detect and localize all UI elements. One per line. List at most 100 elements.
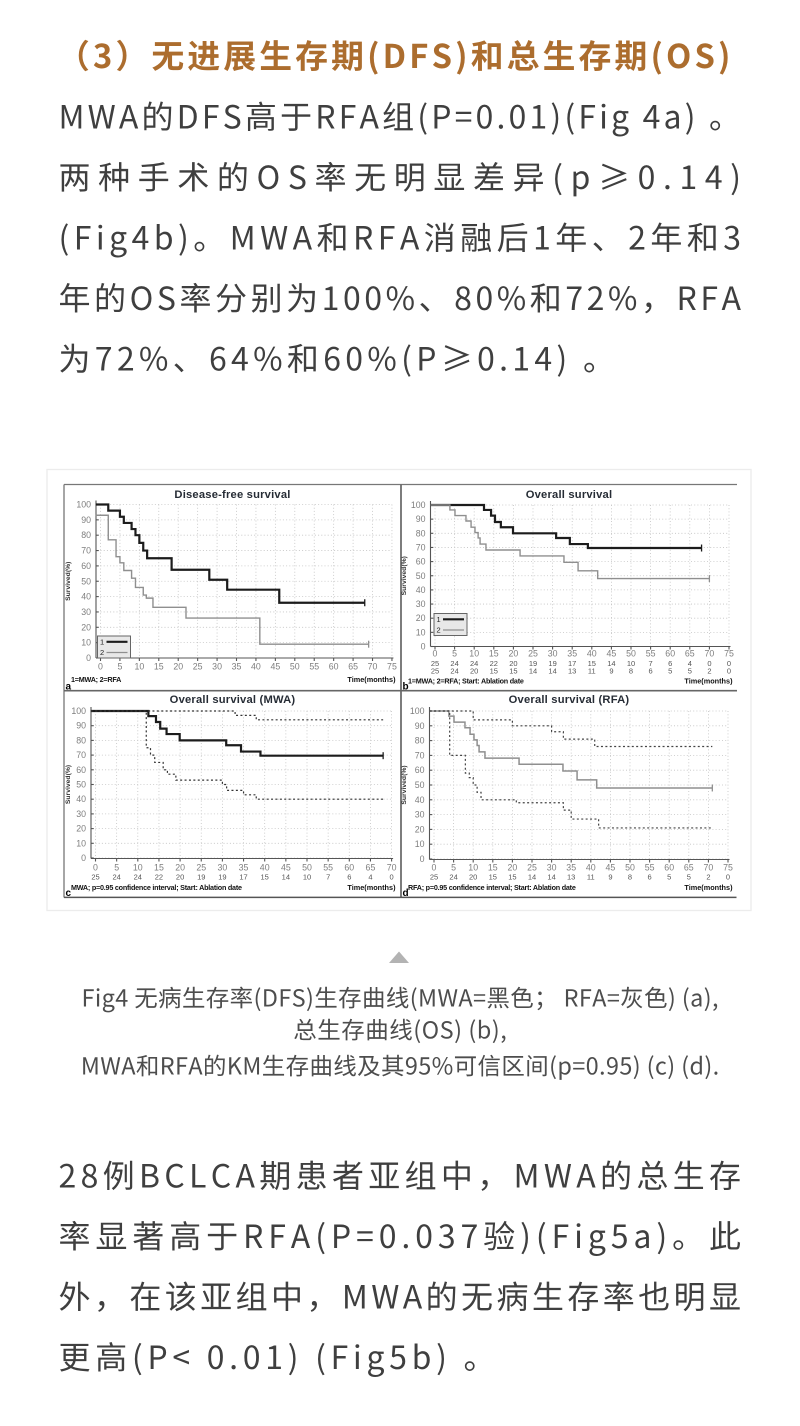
svg-text:5: 5	[687, 873, 691, 882]
svg-text:b: b	[403, 682, 409, 693]
svg-text:24: 24	[449, 873, 457, 882]
svg-text:24: 24	[134, 873, 142, 882]
svg-text:15: 15	[489, 649, 499, 659]
svg-text:35: 35	[567, 649, 577, 659]
svg-text:Survived(%): Survived(%)	[401, 556, 408, 595]
svg-text:10: 10	[134, 662, 144, 672]
svg-text:75: 75	[724, 649, 734, 659]
svg-text:13: 13	[568, 667, 576, 676]
svg-text:15: 15	[261, 873, 269, 882]
svg-text:60: 60	[665, 649, 675, 659]
svg-text:80: 80	[81, 530, 91, 540]
svg-text:2: 2	[706, 873, 710, 882]
svg-text:25: 25	[193, 662, 203, 672]
svg-text:70: 70	[415, 750, 425, 760]
svg-text:Disease-free survival: Disease-free survival	[174, 489, 290, 501]
svg-text:0: 0	[390, 873, 394, 882]
svg-text:50: 50	[416, 571, 426, 581]
svg-text:45: 45	[270, 662, 280, 672]
svg-text:30: 30	[81, 607, 91, 617]
svg-text:5: 5	[452, 649, 457, 659]
svg-text:6: 6	[649, 667, 653, 676]
svg-text:25: 25	[196, 863, 206, 873]
svg-text:Overall survival: Overall survival	[526, 489, 613, 501]
svg-text:40: 40	[586, 863, 596, 873]
svg-text:14: 14	[607, 659, 615, 668]
svg-text:20: 20	[173, 662, 183, 672]
svg-text:45: 45	[281, 863, 291, 873]
svg-text:10: 10	[469, 649, 479, 659]
svg-text:14: 14	[548, 667, 556, 676]
svg-text:13: 13	[567, 873, 575, 882]
svg-text:40: 40	[416, 585, 426, 595]
svg-text:0: 0	[420, 854, 425, 864]
svg-text:20: 20	[175, 863, 185, 873]
svg-text:6: 6	[347, 873, 351, 882]
svg-text:100: 100	[411, 500, 426, 510]
svg-text:100: 100	[410, 706, 425, 716]
svg-text:10: 10	[468, 863, 478, 873]
svg-text:20: 20	[509, 649, 519, 659]
svg-text:0: 0	[93, 863, 98, 873]
svg-text:15: 15	[588, 659, 596, 668]
svg-text:35: 35	[232, 662, 242, 672]
svg-text:10: 10	[303, 873, 311, 882]
svg-text:Survived(%): Survived(%)	[65, 765, 72, 804]
svg-text:10: 10	[415, 839, 425, 849]
svg-text:70: 70	[387, 863, 397, 873]
svg-text:65: 65	[348, 662, 358, 672]
svg-text:50: 50	[76, 780, 86, 790]
svg-text:40: 40	[587, 649, 597, 659]
svg-text:0: 0	[433, 649, 438, 659]
svg-text:40: 40	[76, 794, 86, 804]
svg-text:35: 35	[566, 863, 576, 873]
svg-text:19: 19	[218, 873, 226, 882]
svg-text:55: 55	[645, 863, 655, 873]
svg-text:17: 17	[239, 873, 247, 882]
svg-text:Overall survival (MWA): Overall survival (MWA)	[170, 694, 296, 706]
svg-text:50: 50	[290, 662, 300, 672]
svg-text:60: 60	[81, 561, 91, 571]
svg-text:55: 55	[646, 649, 656, 659]
svg-text:2: 2	[437, 626, 441, 635]
svg-text:90: 90	[81, 515, 91, 525]
svg-text:30: 30	[547, 863, 557, 873]
svg-text:10: 10	[76, 838, 86, 848]
svg-text:Survived(%): Survived(%)	[401, 765, 408, 804]
svg-text:60: 60	[329, 662, 339, 672]
svg-text:60: 60	[76, 765, 86, 775]
svg-text:25: 25	[91, 873, 99, 882]
svg-text:40: 40	[415, 795, 425, 805]
svg-text:45: 45	[607, 649, 617, 659]
svg-text:Time(months): Time(months)	[684, 883, 733, 892]
svg-text:10: 10	[133, 863, 143, 873]
svg-text:6: 6	[648, 873, 652, 882]
svg-text:0: 0	[432, 863, 437, 873]
svg-text:22: 22	[490, 659, 498, 668]
svg-text:90: 90	[415, 721, 425, 731]
svg-text:30: 30	[212, 662, 222, 672]
svg-text:15: 15	[154, 863, 164, 873]
svg-text:1: 1	[437, 615, 441, 624]
svg-text:80: 80	[76, 735, 86, 745]
svg-text:55: 55	[323, 863, 333, 873]
svg-text:5: 5	[114, 863, 119, 873]
svg-text:20: 20	[76, 824, 86, 834]
svg-text:8: 8	[628, 873, 632, 882]
svg-text:a: a	[66, 682, 72, 693]
svg-text:24: 24	[450, 659, 458, 668]
svg-text:20: 20	[470, 667, 478, 676]
svg-text:70: 70	[81, 546, 91, 556]
svg-text:Time(months): Time(months)	[347, 883, 396, 892]
svg-text:50: 50	[625, 863, 635, 873]
svg-text:Survived(%): Survived(%)	[65, 562, 72, 601]
svg-text:7: 7	[649, 659, 653, 668]
svg-text:90: 90	[76, 721, 86, 731]
svg-text:20: 20	[415, 824, 425, 834]
svg-text:c: c	[66, 888, 72, 899]
svg-text:19: 19	[529, 659, 537, 668]
svg-text:75: 75	[723, 863, 733, 873]
svg-text:30: 30	[218, 863, 228, 873]
svg-text:8: 8	[629, 667, 633, 676]
svg-text:40: 40	[81, 592, 91, 602]
